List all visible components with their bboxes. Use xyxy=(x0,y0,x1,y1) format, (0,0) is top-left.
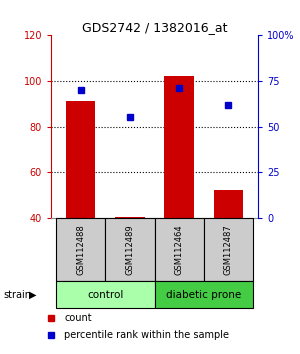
Text: strain: strain xyxy=(3,290,31,300)
Text: GSM112489: GSM112489 xyxy=(125,224,134,275)
Bar xyxy=(164,76,194,218)
Bar xyxy=(56,281,154,308)
Bar xyxy=(204,218,253,281)
Text: count: count xyxy=(64,313,92,323)
Text: GSM112487: GSM112487 xyxy=(224,224,233,275)
Text: ▶: ▶ xyxy=(28,290,36,300)
Bar xyxy=(154,218,204,281)
Bar xyxy=(214,190,243,218)
Title: GDS2742 / 1382016_at: GDS2742 / 1382016_at xyxy=(82,21,227,34)
Text: diabetic prone: diabetic prone xyxy=(166,290,242,300)
Text: GSM112488: GSM112488 xyxy=(76,224,85,275)
Text: percentile rank within the sample: percentile rank within the sample xyxy=(64,330,229,339)
Text: GSM112464: GSM112464 xyxy=(175,224,184,275)
Bar xyxy=(66,102,95,218)
Bar xyxy=(115,217,145,218)
Bar xyxy=(105,218,154,281)
Text: control: control xyxy=(87,290,123,300)
Bar xyxy=(154,281,253,308)
Bar xyxy=(56,218,105,281)
